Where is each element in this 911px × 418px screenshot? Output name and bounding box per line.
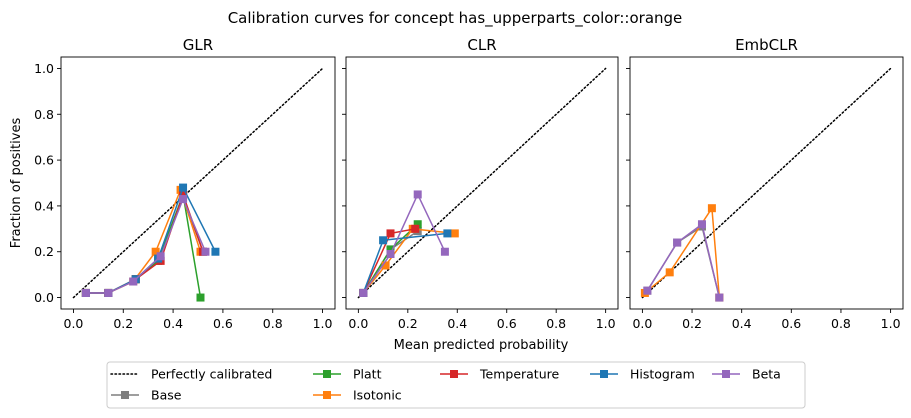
data-point bbox=[707, 204, 716, 213]
panel-clr: CLR 0.0 0.2 0.4 0.6 0.8 1.0 bbox=[342, 36, 619, 331]
data-point bbox=[440, 247, 449, 256]
data-point bbox=[643, 286, 652, 295]
x-tick-label: 0.2 bbox=[113, 316, 133, 331]
legend-marker bbox=[600, 370, 608, 378]
x-tick-label: 1.0 bbox=[596, 316, 616, 331]
data-point bbox=[665, 268, 674, 277]
series-line bbox=[357, 67, 607, 299]
data-point bbox=[379, 236, 388, 245]
legend-frame bbox=[106, 361, 806, 409]
legend-label: Beta bbox=[752, 367, 781, 382]
legend-entry-temperature: Temperature bbox=[440, 367, 559, 382]
x-tick-label: 0.2 bbox=[682, 316, 702, 331]
series-line bbox=[362, 228, 455, 294]
y-tick-label: 0.4 bbox=[34, 198, 54, 213]
panel-title: EmbCLR bbox=[735, 36, 798, 54]
data-point bbox=[443, 229, 452, 238]
x-tick-label: 0.6 bbox=[213, 316, 233, 331]
y-axis-label: Fraction of positives bbox=[9, 118, 24, 249]
x-tick-label: 0.8 bbox=[831, 316, 851, 331]
legend-label: Base bbox=[151, 388, 182, 403]
legend: Perfectly calibrated Base Platt Isotonic Tem… bbox=[106, 361, 806, 409]
x-tick-label: 0.8 bbox=[263, 316, 283, 331]
data-point bbox=[386, 245, 395, 254]
data-point bbox=[411, 224, 420, 233]
panel-title: CLR bbox=[467, 36, 496, 54]
data-point bbox=[179, 195, 188, 204]
legend-entry-perfectly-calibrated: Perfectly calibrated bbox=[110, 367, 272, 382]
series-line bbox=[646, 223, 721, 298]
data-point bbox=[151, 247, 160, 256]
data-point bbox=[413, 190, 422, 199]
panel-embclr: EmbCLR 0.0 0.2 0.4 0.6 0.8 1.0 bbox=[626, 36, 904, 331]
legend-label: Histogram bbox=[630, 367, 695, 382]
data-point bbox=[413, 220, 422, 229]
legend-entry-base: Base bbox=[111, 388, 182, 403]
series-line bbox=[72, 67, 324, 299]
legend-entry-isotonic: Isotonic bbox=[313, 388, 402, 403]
series-beta bbox=[643, 220, 724, 302]
data-point bbox=[156, 252, 165, 261]
x-tick-label: 0.0 bbox=[64, 316, 84, 331]
x-tick-label: 1.0 bbox=[881, 316, 901, 331]
series-perfectly-calibrated bbox=[357, 67, 607, 299]
legend-entry-platt: Platt bbox=[313, 367, 382, 382]
x-axis-label: Mean predicted probability bbox=[394, 338, 569, 353]
data-point bbox=[697, 220, 706, 229]
legend-label: Platt bbox=[353, 367, 382, 382]
panel-title: GLR bbox=[183, 36, 213, 54]
y-tick-label: 0.2 bbox=[34, 244, 54, 259]
x-tick-label: 0.0 bbox=[632, 316, 652, 331]
y-tick-label: 0.8 bbox=[34, 107, 54, 122]
data-point bbox=[196, 293, 205, 302]
legend-marker bbox=[722, 370, 730, 378]
series-perfectly-calibrated bbox=[641, 67, 892, 299]
legend-entry-beta: Beta bbox=[712, 367, 781, 382]
x-tick-label: 0.4 bbox=[732, 316, 752, 331]
data-point bbox=[381, 261, 390, 270]
legend-label: Perfectly calibrated bbox=[151, 367, 272, 382]
data-point bbox=[386, 229, 395, 238]
legend-label: Isotonic bbox=[353, 388, 402, 403]
panel-glr: GLR 0.0 0.2 0.4 0.6 0.8 1.0 0.0 0.2 0.4 0.6 0.8 1.0 bbox=[34, 36, 336, 331]
series-line bbox=[644, 207, 721, 298]
data-point bbox=[359, 288, 368, 297]
figure-suptitle: Calibration curves for concept has_upper… bbox=[228, 9, 683, 28]
data-point bbox=[673, 238, 682, 247]
legend-marker bbox=[323, 391, 331, 399]
data-point bbox=[211, 247, 220, 256]
data-point bbox=[450, 229, 459, 238]
x-tick-label: 0.4 bbox=[447, 316, 467, 331]
data-point bbox=[201, 247, 210, 256]
legend-marker bbox=[323, 370, 331, 378]
y-tick-label: 1.0 bbox=[34, 61, 54, 76]
x-tick-label: 0.8 bbox=[546, 316, 566, 331]
data-point bbox=[386, 250, 395, 259]
series-beta bbox=[359, 190, 449, 297]
series-perfectly-calibrated bbox=[72, 67, 324, 299]
x-tick-label: 1.0 bbox=[313, 316, 333, 331]
series-line bbox=[362, 193, 446, 294]
legend-marker bbox=[121, 391, 129, 399]
data-point bbox=[129, 277, 138, 286]
series-line bbox=[641, 67, 892, 299]
series-beta bbox=[81, 195, 210, 297]
y-tick-label: 0.6 bbox=[34, 153, 54, 168]
x-tick-label: 0.0 bbox=[348, 316, 368, 331]
x-tick-label: 0.6 bbox=[497, 316, 517, 331]
y-tick-label: 0.0 bbox=[34, 290, 54, 305]
x-tick-label: 0.2 bbox=[398, 316, 418, 331]
legend-marker bbox=[450, 370, 458, 378]
x-tick-label: 0.4 bbox=[163, 316, 183, 331]
x-tick-label: 0.6 bbox=[781, 316, 801, 331]
data-point bbox=[81, 288, 90, 297]
legend-label: Temperature bbox=[479, 367, 559, 382]
data-point bbox=[179, 190, 188, 199]
data-point bbox=[715, 293, 724, 302]
data-point bbox=[179, 183, 188, 192]
data-point bbox=[104, 288, 113, 297]
legend-entry-histogram: Histogram bbox=[590, 367, 695, 382]
